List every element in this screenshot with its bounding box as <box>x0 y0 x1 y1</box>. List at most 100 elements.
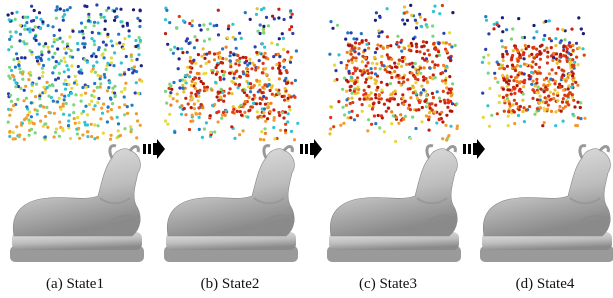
point <box>420 25 423 28</box>
point <box>559 53 562 56</box>
point <box>562 107 565 110</box>
point <box>31 28 34 31</box>
point <box>61 127 64 130</box>
point <box>205 53 208 56</box>
point <box>291 13 294 16</box>
point <box>64 88 67 91</box>
point <box>528 54 531 57</box>
point <box>58 72 61 75</box>
point <box>545 101 548 104</box>
point <box>130 53 133 56</box>
point <box>198 77 201 80</box>
point <box>164 18 167 21</box>
point <box>535 30 538 33</box>
point <box>53 38 56 41</box>
point <box>384 68 387 71</box>
point <box>28 30 31 33</box>
point <box>78 70 81 73</box>
caption: (c) State3 <box>359 276 417 292</box>
point <box>370 97 373 100</box>
point <box>103 56 106 59</box>
point <box>561 101 564 104</box>
point <box>251 62 254 65</box>
point <box>39 27 42 30</box>
point <box>345 98 348 101</box>
point <box>345 67 348 70</box>
point <box>425 105 428 108</box>
point <box>271 15 274 18</box>
point <box>27 78 30 81</box>
point <box>97 124 100 127</box>
point <box>522 85 525 88</box>
point <box>184 113 187 116</box>
point <box>96 21 99 24</box>
point <box>387 107 390 110</box>
point <box>523 63 526 66</box>
point <box>30 90 33 93</box>
point <box>65 52 68 55</box>
point <box>505 28 508 31</box>
point <box>200 28 203 31</box>
point <box>230 80 233 83</box>
point <box>571 65 574 68</box>
point <box>246 116 249 119</box>
point <box>85 86 88 89</box>
point <box>84 105 87 108</box>
point <box>196 90 199 93</box>
point <box>181 51 184 54</box>
point <box>92 52 95 55</box>
point <box>86 113 89 116</box>
point <box>583 117 586 120</box>
point <box>272 108 275 111</box>
point <box>431 24 434 27</box>
point <box>35 83 38 86</box>
point <box>105 68 108 71</box>
point <box>426 80 429 83</box>
point <box>347 59 350 62</box>
point <box>90 37 93 40</box>
point <box>415 43 418 46</box>
point <box>506 97 509 100</box>
point <box>14 85 17 88</box>
point <box>30 83 33 86</box>
point <box>108 81 111 84</box>
point <box>130 59 133 62</box>
point <box>24 16 27 19</box>
point <box>428 111 431 114</box>
point <box>229 51 232 54</box>
point <box>65 64 68 67</box>
point <box>272 55 275 58</box>
point <box>52 100 55 103</box>
point <box>524 44 527 47</box>
mesh-render <box>480 146 613 262</box>
point <box>441 79 444 82</box>
point <box>236 54 239 57</box>
point <box>225 58 228 61</box>
point <box>296 122 299 125</box>
point <box>386 83 389 86</box>
point <box>513 99 516 102</box>
point <box>389 93 392 96</box>
point <box>139 124 142 127</box>
point <box>70 92 73 95</box>
point <box>484 48 487 51</box>
point <box>236 110 239 113</box>
point <box>420 85 423 88</box>
point <box>41 71 44 74</box>
point <box>563 94 566 97</box>
point <box>205 121 208 124</box>
point <box>345 104 348 107</box>
point <box>572 99 575 102</box>
point <box>30 53 33 56</box>
point <box>562 97 565 100</box>
point <box>231 111 234 114</box>
point <box>188 128 191 131</box>
point <box>506 85 509 88</box>
point <box>290 82 293 85</box>
point <box>83 58 86 61</box>
point <box>350 97 353 100</box>
point <box>388 65 391 68</box>
point <box>388 71 391 74</box>
point <box>90 100 93 103</box>
point <box>403 47 406 50</box>
